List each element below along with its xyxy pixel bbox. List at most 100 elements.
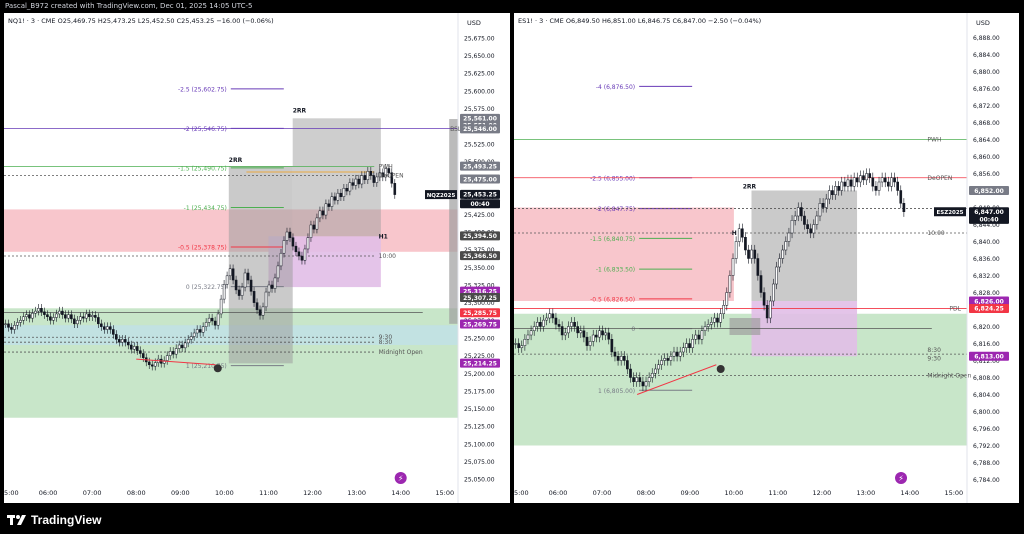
y-tick-label: 6,832.00	[973, 273, 1000, 280]
y-tick-label: 25,325.00	[464, 282, 495, 289]
y-tick-label: 6,840.00	[973, 239, 1000, 246]
candle-body	[731, 258, 735, 276]
fib-level-label: 0	[631, 326, 635, 333]
candle-body	[360, 175, 364, 185]
candle-body	[195, 329, 199, 334]
candle-body	[703, 326, 707, 331]
candle-body	[837, 186, 840, 191]
nq-chart[interactable]: -2.5 (25,602.75) -2 (25,546.75) -1.5 (25,4…	[4, 13, 510, 503]
price-tag	[460, 319, 500, 329]
fib-level-label: -1 (6,833.50)	[596, 267, 635, 274]
candle-body	[58, 310, 61, 315]
x-tick-label: 10:00	[215, 489, 234, 497]
candle-body	[728, 275, 732, 293]
price-tag	[460, 231, 500, 241]
price-tag-label: 25,561.00	[463, 116, 497, 123]
candle-body	[228, 268, 232, 277]
candle-body	[517, 343, 520, 348]
candle-body	[778, 258, 781, 268]
price-tag-label: 00:40	[470, 201, 489, 208]
candle-body	[207, 317, 211, 323]
candle-body	[234, 279, 238, 291]
tradingview-logo[interactable]: TradingView	[7, 513, 101, 527]
price-tag-label: 25,453.25	[463, 192, 497, 199]
x-tick-label: 15:00	[435, 489, 454, 497]
y-tick-label: 25,375.00	[464, 247, 495, 254]
candle-body	[64, 314, 67, 319]
candle-body	[672, 351, 676, 357]
candle-body	[129, 344, 133, 350]
fib-level-label: 1 (6,805.00)	[598, 388, 635, 395]
y-tick-label: 6,804.00	[973, 392, 1000, 399]
candle-body	[607, 332, 611, 340]
candle-body	[594, 334, 598, 338]
candle-body	[784, 241, 788, 251]
candle-body	[756, 258, 760, 276]
candle-body	[772, 283, 775, 302]
candle-body	[315, 217, 319, 230]
candle-body	[123, 339, 127, 343]
fib-level-label: -1 (25,434.75)	[184, 205, 227, 212]
candle-body	[61, 310, 64, 315]
candle-body	[890, 177, 893, 187]
es-chart[interactable]: -4 (6,876.50) -2.5 (6,855.00) -2 (6,847.75…	[514, 13, 1019, 503]
candle-body	[297, 251, 301, 257]
screenshot-caption-bar: Pascal_B972 created with TradingView.com…	[0, 0, 1024, 13]
y-tick-label: 25,250.00	[464, 335, 495, 342]
nq-chart-panel[interactable]: -2.5 (25,602.75) -2 (25,546.75) -1.5 (25,4…	[4, 13, 510, 503]
candle-body	[120, 339, 124, 343]
candle-body	[647, 377, 651, 382]
price-tag-label: 25,214.25	[463, 360, 497, 367]
candle-body	[688, 343, 691, 348]
candle-body	[685, 343, 688, 348]
price-tag	[460, 251, 500, 261]
tradingview-wordmark: TradingView	[31, 513, 102, 527]
es-chart-panel[interactable]: -4 (6,876.50) -2.5 (6,855.00) -2 (6,847.75…	[514, 13, 1019, 503]
lightning-icon	[394, 472, 407, 484]
candle-body	[312, 224, 316, 230]
y-tick-label: 25,050.00	[464, 477, 495, 484]
fib-level-label: -2.5 (25,602.75)	[178, 86, 227, 93]
y-tick-label: 6,792.00	[973, 443, 1000, 450]
price-tag-label: 25,269.75	[463, 321, 497, 328]
fib-level-label: -0.5 (6,826.50)	[590, 296, 635, 303]
symbol-tag-label: ESZ2025	[936, 210, 963, 216]
candle-body	[300, 255, 304, 261]
candle-body	[237, 289, 241, 296]
candle-body	[681, 347, 685, 353]
candle-body	[336, 192, 340, 201]
candle-body	[622, 356, 626, 361]
lightning-icon-glyph: ⚡	[398, 474, 404, 483]
x-tick-label: 07:00	[83, 489, 102, 497]
candle-body	[741, 228, 744, 238]
candle-body	[529, 330, 533, 336]
annotation-label: 2RR	[743, 183, 757, 190]
price-tag	[969, 296, 1009, 306]
candle-body	[840, 181, 844, 191]
fib-level-label: -2 (6,847.75)	[596, 206, 635, 213]
candle-body	[34, 310, 37, 314]
candle-body	[384, 168, 388, 178]
candle-body	[539, 322, 542, 327]
candle-body	[204, 322, 208, 327]
candle-body	[604, 332, 607, 336]
annotation-label: 8:30	[379, 339, 393, 346]
candle-body	[10, 327, 13, 330]
y-tick-label: 6,836.00	[973, 256, 1000, 263]
y-tick-label: 6,872.00	[973, 103, 1000, 110]
candle-body	[79, 316, 82, 321]
candle-body	[691, 339, 694, 348]
annotation-label: 10:00	[379, 253, 396, 260]
x-tick-label: 08:00	[637, 489, 656, 497]
candle-body	[76, 320, 79, 325]
candle-body	[706, 324, 710, 327]
y-tick-label: 6,844.00	[973, 222, 1000, 229]
candle-body	[567, 326, 570, 334]
candle-body	[73, 318, 76, 325]
candle-body	[7, 323, 10, 328]
candle-body	[582, 330, 586, 338]
candle-body	[177, 344, 181, 349]
candle-body	[793, 215, 797, 221]
y-tick-label: 6,884.00	[973, 52, 1000, 59]
candle-body	[112, 329, 115, 335]
